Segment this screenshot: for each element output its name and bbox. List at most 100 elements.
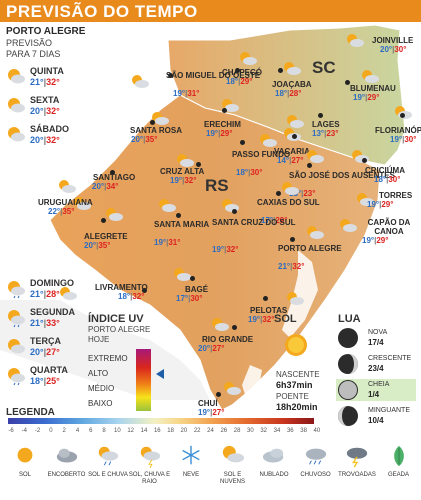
legend-item: SOL, CHUVA E RAIO <box>129 444 171 498</box>
sunset-label: POENTE <box>276 392 309 401</box>
city-weather-icon <box>58 285 78 301</box>
city-name: ALEGRETE <box>84 232 128 241</box>
scale-tick: 22 <box>193 428 201 434</box>
sun-and-clouds-icon <box>307 226 324 239</box>
city-temps: 18°|28° <box>275 89 302 98</box>
header-bar: PREVISÃO DO TEMPO <box>0 0 421 22</box>
forecast-day-temps: 21°|32° <box>30 77 60 87</box>
city-weather-icon <box>280 180 300 196</box>
city-temps: 19°|29° <box>353 93 380 102</box>
legend-item-label: SOL E CHUVA <box>88 472 128 478</box>
moon-phase-date: 17/4 <box>368 338 384 347</box>
forecast-day-5: TERÇA 20°|27° <box>4 334 74 360</box>
sun-and-clouds-icon <box>177 154 194 167</box>
forecast-day-2: SÁBADO 20°|32° <box>4 122 74 148</box>
city-weather-icon <box>57 178 77 194</box>
city-marker <box>307 163 312 168</box>
city-weather-icon <box>238 50 258 66</box>
city-temps: 19°|32° <box>212 245 239 254</box>
sun-and-rain-icon <box>8 281 25 299</box>
city-name: BAGÉ <box>185 285 209 294</box>
city-weather-icon <box>150 110 170 126</box>
snowflake-icon <box>182 445 200 465</box>
scale-tick: 38 <box>300 428 307 434</box>
forecast-day-name: DOMINGO <box>30 278 74 288</box>
city-marker <box>400 113 405 118</box>
city-name: SANTA MARIA <box>154 220 210 229</box>
legend-item-label: NEVE <box>182 472 200 478</box>
rainy-icon <box>305 448 326 465</box>
forecast-day-name: SÁBADO <box>30 124 70 134</box>
sun-rain-lightning-icon <box>140 446 160 468</box>
city-name: LAGES <box>312 120 340 129</box>
uv-level-extremo: EXTREMO <box>88 354 128 363</box>
sun-and-clouds-icon <box>357 193 374 206</box>
scale-tick: 24 <box>207 428 214 434</box>
forecast-day-temps: 20°|32° <box>30 106 60 116</box>
scale-tick: 6 <box>89 428 93 434</box>
scale-tick: 4 <box>75 428 80 434</box>
city-marker <box>196 162 201 167</box>
lagoa-dos-patos <box>282 250 318 338</box>
forecast-day-temps: 20°|32° <box>30 135 60 145</box>
legend-title: LEGENDA <box>6 407 55 418</box>
partly-sunny-icon <box>8 69 25 84</box>
city-temps: 19°|31° <box>173 89 200 98</box>
city-temps: 19°|29° <box>362 236 389 245</box>
partly-sunny-icon <box>8 98 25 113</box>
moon-phase-2: CHEIA 1/4 <box>336 379 416 401</box>
moon-phase-1: CRESCENTE 23/4 <box>336 353 416 375</box>
moon-phase-name: CRESCENTE <box>368 355 412 362</box>
legend-item: ENCOBERTO <box>46 444 88 498</box>
forecast-day-3: DOMINGO 21°|28° <box>4 276 74 302</box>
forecast-day-name: SEGUNDA <box>30 307 76 317</box>
scale-tick: 14 <box>140 428 148 434</box>
city-marker <box>290 237 295 242</box>
city-name: CRICIÚMA <box>365 166 405 175</box>
scale-tick: 16 <box>153 428 161 434</box>
city-temps: 19°|31° <box>154 238 181 247</box>
legend-item-label: GEADA <box>387 472 409 478</box>
legend-item-label: SOL <box>18 472 31 478</box>
city-temps: 20°|35° <box>131 135 158 144</box>
forecast-day-name: TERÇA <box>30 336 61 346</box>
city-name: CHUÍ <box>198 399 218 408</box>
forecast-day-temps: 18°|25° <box>30 376 60 386</box>
forecast-day-temps: 21°|33° <box>30 318 60 328</box>
city-weather-icon <box>345 32 365 48</box>
city-temps: 19°|29° <box>367 200 394 209</box>
city-marker <box>168 73 173 78</box>
state-label-rs: RS <box>205 176 229 195</box>
sun-icon <box>285 334 307 356</box>
city-name: JOAÇABA <box>272 80 312 89</box>
sun-and-clouds-icon <box>287 115 304 128</box>
city-temps: 19°|30° <box>390 135 417 144</box>
city-weather-icon <box>285 113 305 129</box>
city-marker <box>110 170 115 175</box>
moon-icon <box>338 406 358 426</box>
sun-and-clouds-icon <box>284 62 301 75</box>
sun-and-clouds-icon <box>282 182 299 195</box>
city-name: PORTO ALEGRE <box>278 244 342 253</box>
city-temps: 14°|27° <box>277 156 304 165</box>
legend-item: CHUVOSO <box>295 444 337 498</box>
city-marker <box>318 113 323 118</box>
city-name: LIVRAMENTO <box>95 283 148 292</box>
lagoa-mirim <box>242 365 262 398</box>
sun-and-clouds-icon <box>159 199 176 212</box>
sunrise-label: NASCENTE <box>276 370 320 379</box>
moon-phase-name: MINGUANTE <box>368 407 410 414</box>
forecast-day-0: QUINTA 21°|32° <box>4 64 74 90</box>
scale-tick: -4 <box>21 428 27 434</box>
city-name: RIO GRANDE <box>202 335 254 344</box>
city-marker <box>190 276 195 281</box>
sun-and-rain-icon <box>98 446 119 466</box>
uv-pointer-icon <box>156 368 164 379</box>
scale-tick: 26 <box>220 428 228 434</box>
city-name: SANTA ROSA <box>130 126 182 135</box>
city-temps: 17°|30° <box>176 294 203 303</box>
legend-item: TROVOADAS <box>336 444 378 498</box>
legend-item-label: CHUVOSO <box>300 472 331 478</box>
city-temps: 22°|35° <box>48 207 75 216</box>
